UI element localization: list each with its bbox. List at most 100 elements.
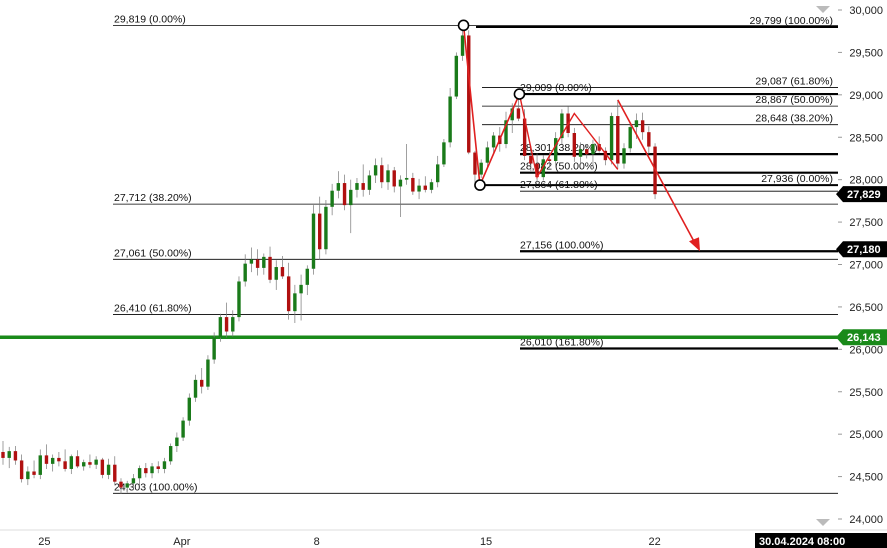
- x-axis: 25 Apr 8 15 22 30.04.2024 08:00: [0, 529, 887, 548]
- candle-body: [324, 206, 328, 250]
- candle-body: [404, 177, 409, 180]
- candle-body: [249, 259, 254, 264]
- candle-body: [529, 155, 533, 164]
- price-badge-label: 26,143: [847, 332, 881, 344]
- zigzag-pattern: [457, 19, 700, 252]
- candle-body: [336, 183, 341, 191]
- candle-body: [411, 177, 415, 192]
- candle-body: [578, 149, 583, 157]
- candle-body: [82, 462, 86, 467]
- fib-label-major: 29,819 (0.00%): [114, 13, 186, 25]
- current-date-label: 30.04.2024 08:00: [759, 536, 845, 548]
- candle-body: [162, 461, 167, 469]
- candle-body: [212, 337, 216, 360]
- candle-body: [237, 281, 241, 318]
- candle-body: [380, 165, 384, 183]
- candle-body: [7, 451, 11, 458]
- candle-body: [311, 213, 316, 269]
- fib-label-extension: 28,301 (38.20%): [520, 142, 598, 154]
- candle-body: [262, 256, 266, 268]
- candle-body: [69, 456, 74, 469]
- candle-body: [243, 263, 247, 282]
- candle-body: [473, 152, 477, 175]
- candle-body: [26, 471, 30, 480]
- candle-body: [175, 437, 179, 447]
- candle-body: [38, 455, 42, 475]
- candle-body: [510, 108, 514, 121]
- candle-body: [367, 175, 372, 190]
- x-tick-label: Apr: [173, 536, 190, 548]
- candle-body: [591, 144, 595, 155]
- candle-body: [622, 148, 626, 164]
- x-tick-label: 15: [480, 536, 492, 548]
- candle-body: [19, 460, 24, 480]
- candle-body: [448, 96, 452, 143]
- fib-label-right: 28,648 (38.20%): [755, 113, 833, 125]
- current-date-badge: [755, 533, 887, 548]
- candle-body: [206, 359, 210, 387]
- y-axis: 24,000 24,500 25,000 25,500 26,000 26,500 27,0…: [816, 5, 883, 526]
- fib-label-major: 24,303 (100.00%): [114, 481, 197, 493]
- projection-arrow-head: [689, 237, 700, 252]
- zigzag-subwave: [518, 93, 619, 180]
- candle-body: [330, 190, 334, 207]
- candle-body: [44, 455, 49, 464]
- fib-label-right: 27,936 (0.00%): [761, 173, 833, 185]
- candle-body: [156, 466, 160, 469]
- candle-body: [88, 462, 92, 465]
- price-badge: [836, 241, 887, 258]
- candles: [1, 25, 657, 494]
- candle-body: [609, 116, 614, 161]
- fib-label-major: 26,410 (61.80%): [114, 303, 192, 315]
- candle-body: [386, 170, 390, 183]
- fib-label-extension: 27,156 (100.00%): [520, 239, 603, 251]
- candle-body: [603, 150, 608, 161]
- candle-body: [460, 35, 465, 56]
- candle-body: [187, 397, 191, 421]
- candle-body: [57, 457, 61, 462]
- candle-body: [491, 135, 496, 148]
- candle-body: [516, 108, 521, 119]
- candle-body: [342, 183, 347, 206]
- price-badge-label: 27,180: [847, 244, 881, 256]
- fib-label-major: 27,712 (38.20%): [114, 192, 192, 204]
- candle-body: [1, 451, 5, 458]
- candle-body: [150, 466, 154, 474]
- x-tick-label: 8: [314, 536, 320, 548]
- candle-body: [181, 420, 185, 438]
- candle-body: [144, 468, 148, 474]
- candle-body: [355, 183, 359, 190]
- candle-body: [255, 259, 260, 268]
- candle-body: [436, 164, 440, 183]
- candle-body: [274, 267, 278, 280]
- candle-body: [640, 120, 645, 133]
- pivot-marker: [513, 88, 526, 100]
- candle-body: [535, 163, 539, 178]
- pivot-marker: [457, 19, 470, 32]
- candle-body: [553, 138, 558, 162]
- candle-body: [299, 284, 303, 294]
- y-tick-label: 24,500: [849, 472, 883, 484]
- candle-body: [373, 165, 378, 176]
- y-tick-label: 27,500: [849, 217, 883, 229]
- candle-body: [168, 446, 173, 462]
- candle-body: [541, 159, 545, 178]
- candle-body: [131, 478, 136, 484]
- y-tick-label: 27,000: [849, 260, 883, 272]
- candle-body: [224, 317, 229, 332]
- fib-label-right: 28,867 (50.00%): [755, 94, 833, 106]
- candle-body: [417, 185, 421, 192]
- candle-body: [280, 267, 285, 277]
- candle-body: [137, 468, 142, 479]
- candle-body: [361, 183, 365, 190]
- y-tick-label: 28,500: [849, 132, 883, 144]
- x-tick-label: 22: [648, 536, 660, 548]
- candle-body: [628, 127, 632, 149]
- candle-body: [467, 35, 471, 153]
- y-tick-label: 24,000: [849, 514, 883, 526]
- candle-body: [398, 179, 403, 187]
- candle-body: [113, 464, 117, 482]
- scroll-up-icon: [816, 6, 830, 13]
